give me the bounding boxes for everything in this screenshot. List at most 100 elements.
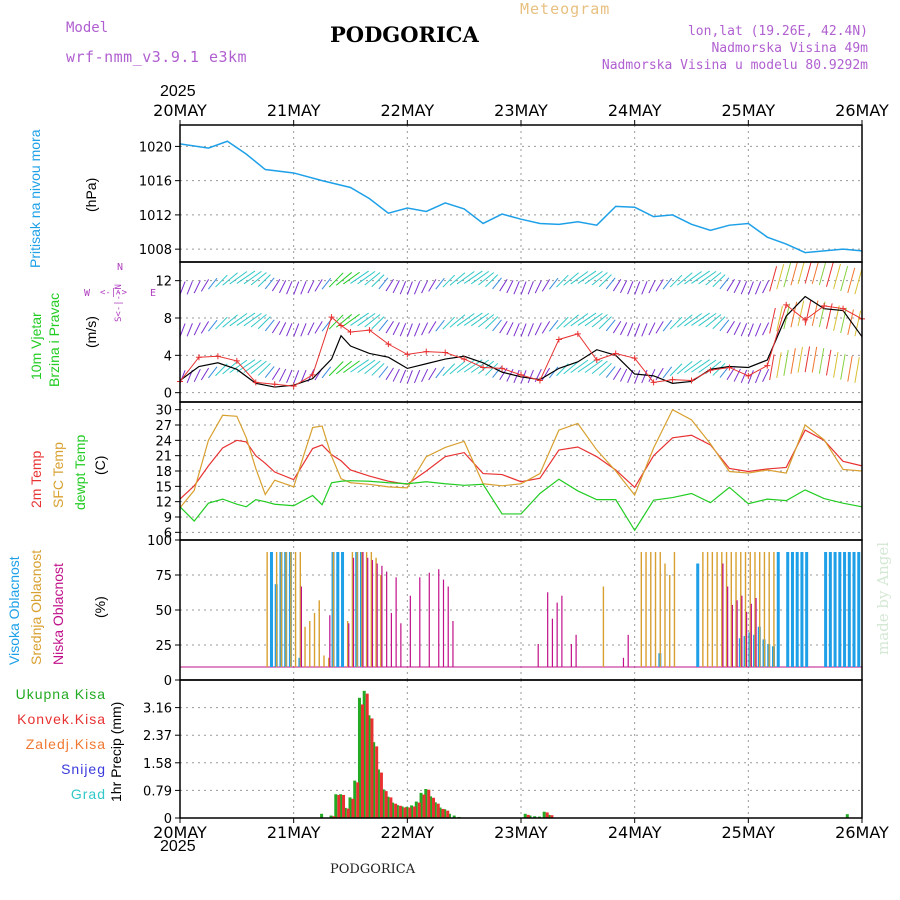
wind-barb <box>691 359 710 373</box>
conv-precip-bar <box>365 693 369 818</box>
total-precip-bar <box>447 813 451 818</box>
sfc-temp-line <box>179 408 863 509</box>
wind-barb <box>776 264 785 290</box>
wind-barb <box>406 281 413 295</box>
conv-precip-bar <box>394 803 398 818</box>
total-precip-bar <box>362 690 366 818</box>
low-cloud-bar <box>556 602 558 667</box>
low-cloud-bar <box>745 611 748 667</box>
mid-cloud-bar <box>318 600 320 667</box>
wind-barb <box>208 277 218 290</box>
wind-barb <box>357 270 376 285</box>
wind-barb <box>577 312 597 326</box>
wind-barb <box>321 319 332 332</box>
wind-barb <box>854 268 862 295</box>
altitude-text: Nadmorska Visina 49m <box>711 41 868 56</box>
wind-barb <box>180 281 186 295</box>
lonlat-text: lon,lat (19.26E, 42.4N) <box>687 24 868 39</box>
wind-barb <box>648 280 656 294</box>
wind-barb <box>762 322 770 336</box>
wind-barb <box>612 367 622 380</box>
wind-barb <box>399 369 407 384</box>
gust-marker <box>688 377 695 384</box>
conv-precip-bar <box>389 797 393 818</box>
wind-barb <box>279 368 287 382</box>
total-precip-bar <box>452 815 456 818</box>
conv-precip-bar <box>408 807 412 818</box>
wind-barb <box>719 319 730 332</box>
conv-precip-bar <box>417 802 421 818</box>
mid-cloud-bar <box>763 552 766 667</box>
wind-barb <box>698 270 717 285</box>
wind-barb <box>364 272 381 286</box>
wind-barb <box>506 368 514 382</box>
wind-barb <box>293 323 300 337</box>
wind-barb <box>534 280 542 294</box>
station-title: PODGORICA <box>330 22 479 47</box>
wind-barb <box>719 277 730 290</box>
wind-barb <box>321 366 332 379</box>
gust-marker <box>574 330 581 337</box>
precip-legend-frozen: Zaledj.Kisa <box>25 736 106 752</box>
low-cloud-bar <box>376 563 378 667</box>
time-label-top: 24MAY <box>608 101 662 120</box>
wind-barb <box>193 280 201 294</box>
wind-barb <box>343 271 360 285</box>
wind-barb <box>392 280 400 294</box>
low-cloud-bar <box>386 571 388 667</box>
mid-cloud-bar <box>365 552 368 667</box>
gust-marker <box>404 351 411 358</box>
gust-marker <box>669 376 676 383</box>
low-cloud-bar <box>727 586 729 667</box>
conv-precip-bar <box>436 803 440 818</box>
wind-barb <box>442 316 456 330</box>
wind-barb <box>655 279 664 292</box>
wind-barb <box>733 368 741 382</box>
mid-cloud-bar <box>754 552 756 667</box>
mid-cloud-bar <box>356 552 358 667</box>
time-label-bottom: 24MAY <box>608 823 662 842</box>
low-cloud-bar <box>537 644 539 667</box>
total-precip-bar <box>547 814 551 818</box>
wind-barb <box>335 360 352 375</box>
mid-cloud-bar <box>290 552 292 667</box>
wind-barb <box>449 361 466 375</box>
conv-precip-bar <box>413 806 417 818</box>
product-title: Meteogram <box>520 0 611 18</box>
wind-barb <box>549 319 559 332</box>
wind-barb <box>321 277 332 290</box>
high-cloud-bar <box>838 552 842 667</box>
conv-precip-bar <box>545 812 549 818</box>
low-cloud-bar <box>419 577 421 667</box>
wind-barb <box>222 314 238 328</box>
precip-legend-hail: Grad <box>70 786 106 802</box>
low-cloud-bar <box>447 586 449 667</box>
wind-barb <box>648 322 656 336</box>
wind-barb <box>726 367 735 380</box>
wind-barb <box>804 299 812 326</box>
wind-barb <box>449 272 466 286</box>
low-cloud-bar <box>736 600 738 667</box>
compass-w: W <box>84 288 91 299</box>
wind-barb <box>733 322 741 336</box>
pressure-line <box>179 140 863 254</box>
wind-barb <box>669 316 683 330</box>
wind-barb <box>456 313 475 327</box>
total-precip-bar <box>405 806 409 818</box>
low-cloud-bar <box>428 572 430 667</box>
wind-barb <box>300 369 307 384</box>
y-tick-label: 9 <box>164 511 172 526</box>
gust-marker <box>423 348 430 355</box>
low-cloud-bar <box>381 565 383 667</box>
wind-barb <box>208 366 218 379</box>
wind-barb <box>641 323 648 337</box>
wind-barb <box>684 313 702 327</box>
wind-barb <box>229 271 248 285</box>
wind-barb <box>556 274 569 288</box>
wind-barb <box>662 277 673 290</box>
mid-cloud-bar <box>370 552 373 667</box>
conv-precip-bar <box>356 782 360 818</box>
wind-barb <box>385 367 394 380</box>
